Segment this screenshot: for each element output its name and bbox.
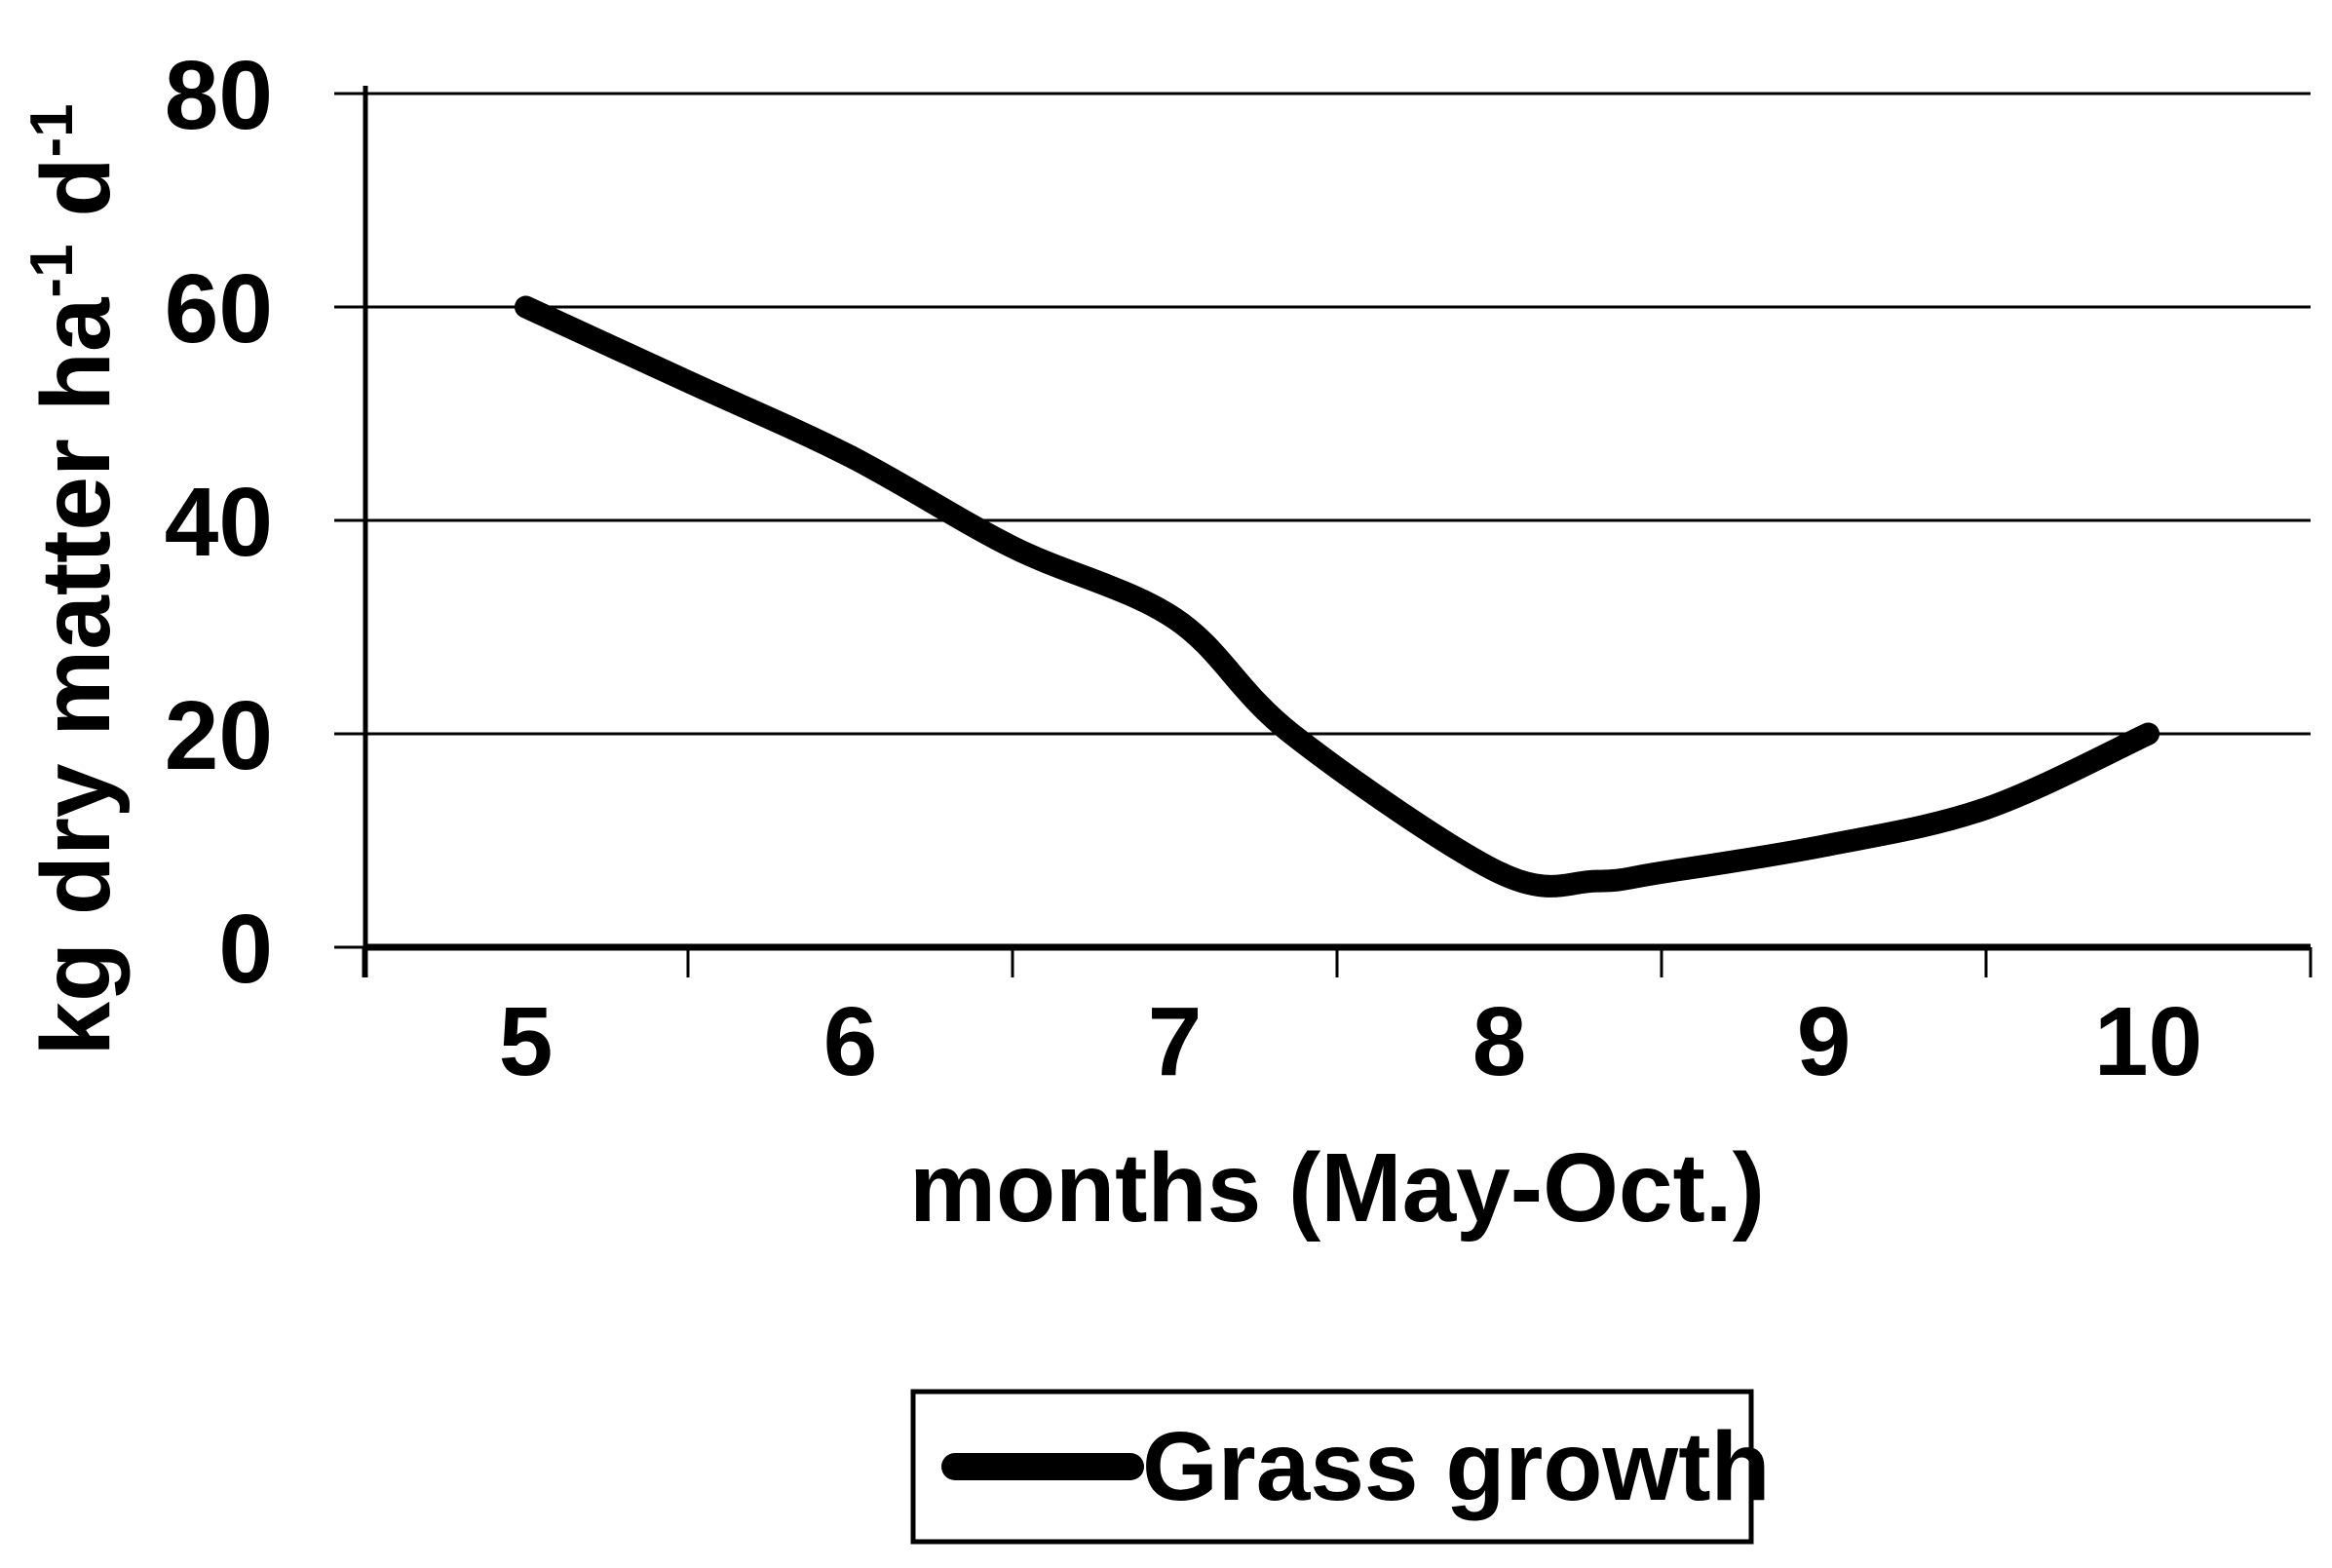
x-tick-label: 10 xyxy=(2094,987,2202,1096)
y-axis-title-text: kg dry matter ha xyxy=(21,296,131,1055)
axes xyxy=(363,86,2311,977)
y-axis-title-text: d xyxy=(21,158,131,245)
x-axis-tick-labels: 5 6 7 8 9 10 xyxy=(499,987,2202,1096)
y-axis-title-superscript: -1 xyxy=(19,103,86,157)
legend-box xyxy=(910,1389,1754,1545)
y-tick-label: 80 xyxy=(165,41,273,150)
gridlines xyxy=(363,92,2311,736)
y-axis-title: kg dry matter ha-1 d-1 xyxy=(19,103,131,1055)
x-axis-ticks xyxy=(362,947,2313,977)
y-tick-label: 0 xyxy=(218,895,273,1004)
legend: Grass growth xyxy=(910,1389,1771,1545)
y-axis-tick-labels: 0 20 40 60 80 xyxy=(165,41,273,1004)
x-tick-label: 8 xyxy=(1472,987,1527,1096)
y-axis-title-superscript: -1 xyxy=(19,244,86,297)
x-tick-label: 9 xyxy=(1797,987,1852,1096)
grass-growth-line xyxy=(515,295,2160,898)
y-tick-label: 60 xyxy=(165,254,273,363)
x-tick-label: 5 xyxy=(499,987,554,1096)
legend-label: Grass growth xyxy=(1142,1412,1771,1521)
x-axis-title: months (May-Oct.) xyxy=(909,1133,1765,1243)
y-axis-ticks xyxy=(334,92,391,949)
y-tick-label: 40 xyxy=(165,468,273,577)
y-tick-label: 20 xyxy=(165,681,273,790)
x-tick-label: 7 xyxy=(1148,987,1203,1096)
x-tick-label: 6 xyxy=(823,987,878,1096)
